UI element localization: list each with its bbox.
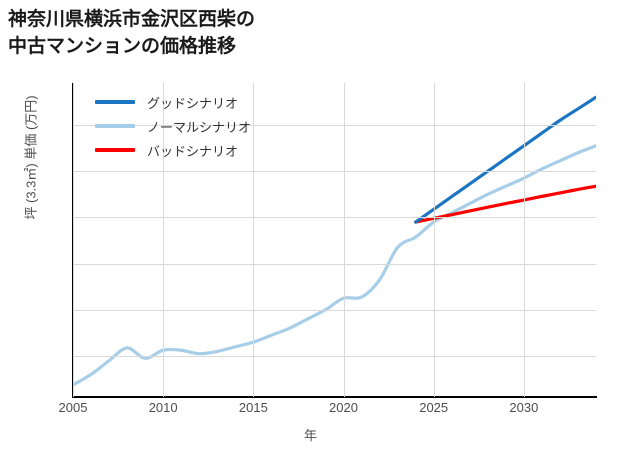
- legend-label: グッドシナリオ: [147, 95, 239, 111]
- gridline-vertical: [73, 83, 74, 397]
- series-svg: [73, 95, 596, 387]
- x-tick-label: 2025: [419, 400, 449, 415]
- series-line: [414, 95, 596, 224]
- legend-label: ノーマルシナリオ: [147, 119, 252, 135]
- x-tick-label: 2020: [329, 400, 358, 415]
- page-title: 神奈川県横浜市金沢区西柴の 中古マンションの価格推移: [8, 9, 256, 57]
- legend: グッドシナリオ ノーマルシナリオ バッドシナリオ: [95, 90, 325, 162]
- gridline-horizontal: [73, 263, 596, 265]
- gridline-vertical: [163, 83, 165, 397]
- x-tick-label: 2015: [238, 400, 268, 415]
- x-axis-line: [72, 396, 597, 398]
- legend-color-swatch: [95, 124, 135, 128]
- legend-color-swatch: [95, 148, 135, 152]
- x-tick-label: 2005: [58, 400, 88, 415]
- gridline-vertical: [523, 83, 525, 397]
- legend-item[interactable]: バッドシナリオ: [95, 138, 325, 162]
- gridline-vertical: [433, 83, 435, 397]
- x-tick-label: 2010: [148, 400, 178, 415]
- plot-area: [72, 83, 597, 398]
- gridline-vertical: [343, 83, 345, 397]
- series-line: [73, 144, 596, 387]
- gridline-horizontal: [73, 309, 596, 311]
- y-axis-title: 坪 (3.3㎡) 単価 (万円): [23, 95, 39, 220]
- gridline-horizontal: [73, 171, 596, 173]
- legend-label: バッドシナリオ: [147, 143, 239, 159]
- x-axis-title: 年: [303, 428, 317, 443]
- gridline-horizontal: [73, 356, 596, 357]
- legend-color-swatch: [95, 100, 135, 104]
- gridline-vertical: [253, 83, 255, 397]
- x-tick-label: 2030: [509, 400, 539, 415]
- legend-item[interactable]: ノーマルシナリオ: [95, 114, 325, 138]
- legend-item[interactable]: グッドシナリオ: [95, 90, 325, 114]
- gridline-horizontal: [73, 217, 596, 219]
- gridline-horizontal: [73, 125, 596, 126]
- series-line: [414, 184, 596, 224]
